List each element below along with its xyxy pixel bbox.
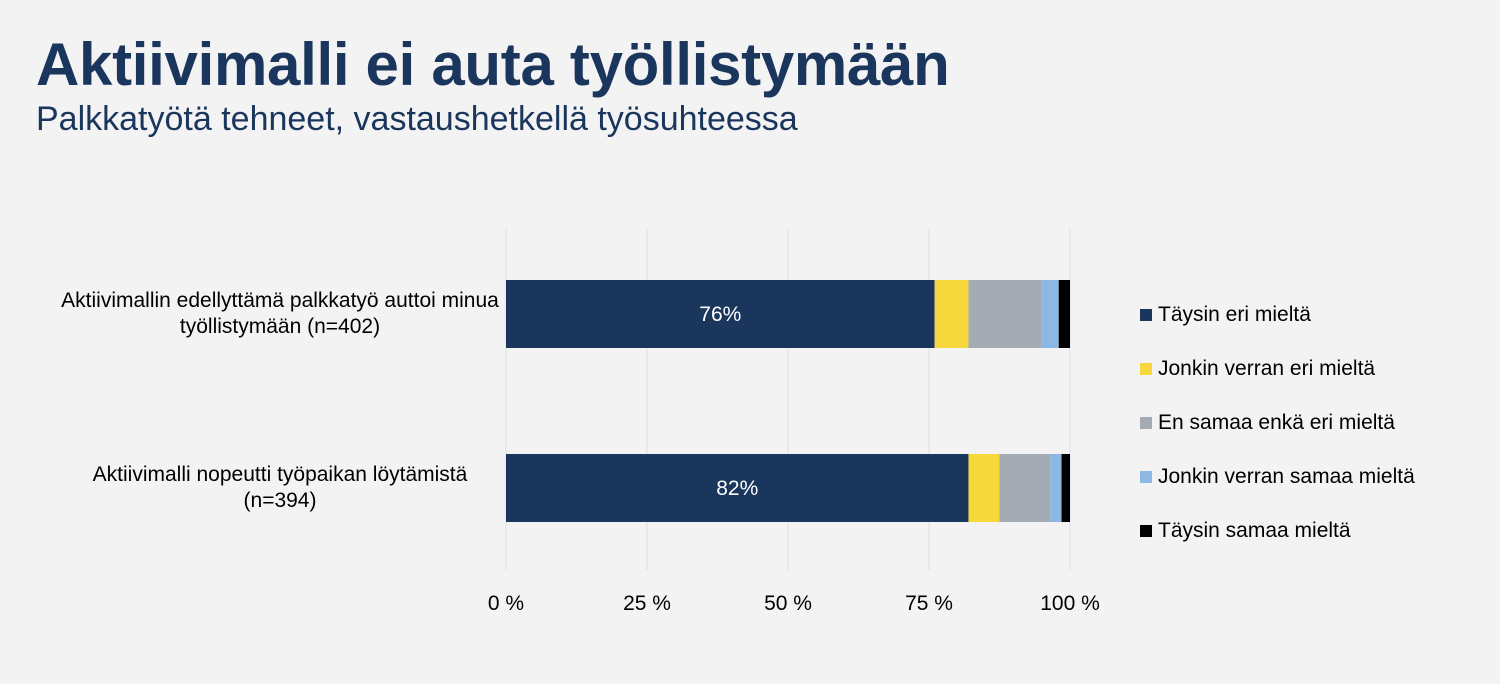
chart-subtitle: Palkkatyötä tehneet, vastaushetkellä työ… [36, 100, 798, 138]
legend-item-jonkin-verran-samaa: Jonkin verran samaa mieltä [1140, 450, 1415, 504]
x-tick-label: 100 % [1040, 592, 1100, 615]
bar-segment [968, 280, 1042, 348]
x-tick-label: 25 % [623, 592, 671, 615]
category-label-1: Aktiivimallin edellyttämä palkkatyö autt… [61, 289, 499, 338]
bar-segment [1050, 454, 1062, 522]
bar-segment [934, 280, 969, 348]
bar-segment [506, 454, 969, 522]
x-tick-label: 50 % [764, 592, 812, 615]
legend-item-taysin-samaa: Täysin samaa mieltä [1140, 504, 1415, 558]
x-tick-label: 0 % [488, 592, 524, 615]
legend-label: Täysin eri mieltä [1158, 303, 1311, 326]
bar-segment [1041, 280, 1059, 348]
legend-item-jonkin-verran-eri: Jonkin verran eri mieltä [1140, 342, 1415, 396]
legend-swatch [1140, 525, 1152, 537]
bar-segment [968, 454, 1000, 522]
category-label-2: Aktiivimalli nopeutti työpaikan löytämis… [92, 463, 468, 512]
bar-segment [1058, 280, 1070, 348]
legend: Täysin eri mieltä Jonkin verran eri miel… [1140, 288, 1415, 558]
legend-label: Jonkin verran eri mieltä [1158, 357, 1376, 380]
chart-title: Aktiivimalli ei auta työllistymään [36, 31, 950, 98]
legend-label: Täysin samaa mieltä [1158, 519, 1351, 542]
legend-item-en-samaa-enka-eri: En samaa enkä eri mieltä [1140, 396, 1415, 450]
data-label: 76% [699, 303, 741, 326]
legend-swatch [1140, 309, 1152, 321]
bar-segment [1061, 454, 1070, 522]
data-label: 82% [716, 477, 758, 500]
legend-swatch [1140, 363, 1152, 375]
bar-segment [999, 454, 1051, 522]
legend-swatch [1140, 417, 1152, 429]
x-tick-label: 75 % [905, 592, 953, 615]
legend-label: Jonkin verran samaa mieltä [1158, 465, 1415, 488]
legend-item-taysin-eri: Täysin eri mieltä [1140, 288, 1415, 342]
bar-segment [506, 280, 935, 348]
legend-label: En samaa enkä eri mieltä [1158, 411, 1395, 434]
legend-swatch [1140, 471, 1152, 483]
